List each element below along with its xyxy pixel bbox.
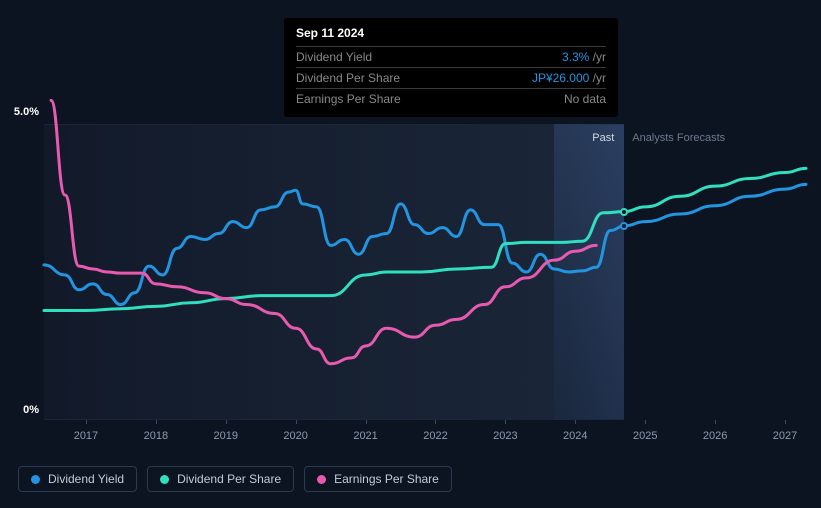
x-axis-label: 2017: [74, 430, 98, 442]
legend-dot-icon: [31, 475, 40, 484]
tooltip-metric-label: Earnings Per Share: [296, 92, 401, 106]
x-axis-label: 2018: [144, 430, 168, 442]
x-axis-tick: [296, 420, 297, 424]
y-axis-label: 5.0%: [14, 106, 39, 118]
x-axis-label: 2027: [773, 430, 797, 442]
past-region-label: Past: [592, 132, 614, 144]
chart-lines: [44, 124, 806, 420]
tooltip-row: Dividend Yield 3.3% /yr: [296, 46, 606, 67]
series-marker: [620, 222, 628, 230]
series-line: [44, 168, 806, 310]
chart-tooltip: Sep 11 2024 Dividend Yield3.3% /yrDivide…: [284, 18, 618, 117]
x-axis-label: 2019: [214, 430, 238, 442]
tooltip-metric-value: JP¥26.000 /yr: [532, 71, 606, 85]
x-axis-tick: [366, 420, 367, 424]
legend-dot-icon: [160, 475, 169, 484]
x-axis-tick: [575, 420, 576, 424]
tooltip-metric-label: Dividend Yield: [296, 50, 372, 64]
x-axis-label: 2025: [633, 430, 657, 442]
tooltip-metric-value: No data: [564, 92, 606, 106]
x-axis: 2017 2018 2019 2020 2021 2022 2023 2024 2025 2026…: [44, 430, 806, 450]
forecast-region-label: Analysts Forecasts: [632, 132, 725, 144]
x-axis-tick: [715, 420, 716, 424]
tooltip-date: Sep 11 2024: [296, 26, 606, 46]
series-marker: [620, 208, 628, 216]
tooltip-metric-label: Dividend Per Share: [296, 71, 400, 85]
x-axis-label: 2020: [283, 430, 307, 442]
x-axis-tick: [226, 420, 227, 424]
tooltip-metric-value: 3.3% /yr: [562, 50, 606, 64]
x-axis-label: 2024: [563, 430, 587, 442]
tooltip-row: Earnings Per Share No data: [296, 88, 606, 109]
x-axis-tick: [645, 420, 646, 424]
y-axis-label: 0%: [23, 404, 39, 416]
x-axis-tick: [86, 420, 87, 424]
x-axis-tick: [156, 420, 157, 424]
legend-label: Earnings Per Share: [334, 472, 439, 486]
x-axis-label: 2026: [703, 430, 727, 442]
series-line: [44, 184, 806, 304]
legend-item[interactable]: Earnings Per Share: [304, 466, 452, 492]
x-axis-label: 2022: [423, 430, 447, 442]
legend-item[interactable]: Dividend Per Share: [147, 466, 294, 492]
x-axis-label: 2023: [493, 430, 517, 442]
legend-item[interactable]: Dividend Yield: [18, 466, 137, 492]
chart-legend: Dividend Yield Dividend Per Share Earnings…: [18, 466, 452, 492]
chart-plot-area: [44, 124, 806, 420]
legend-dot-icon: [317, 475, 326, 484]
tooltip-row: Dividend Per Share JP¥26.000 /yr: [296, 67, 606, 88]
legend-label: Dividend Yield: [48, 472, 124, 486]
x-axis-tick: [505, 420, 506, 424]
x-axis-tick: [785, 420, 786, 424]
x-axis-tick: [435, 420, 436, 424]
legend-label: Dividend Per Share: [177, 472, 281, 486]
x-axis-label: 2021: [353, 430, 377, 442]
